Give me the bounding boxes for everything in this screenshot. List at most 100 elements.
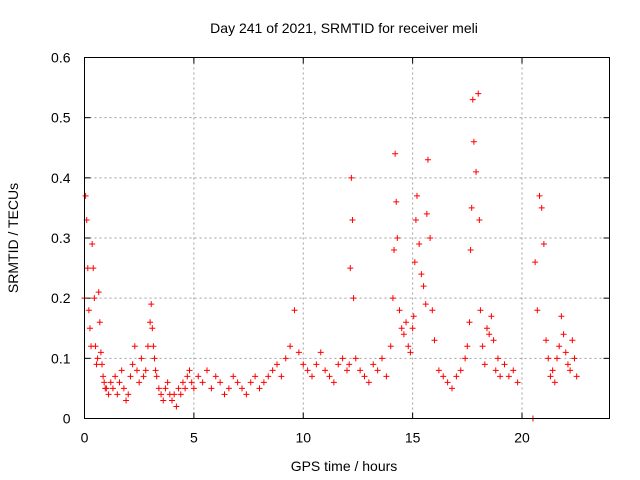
- data-point: [391, 247, 398, 254]
- data-point: [99, 361, 105, 368]
- data-point: [107, 379, 114, 386]
- data-point: [403, 319, 410, 326]
- data-point: [225, 385, 232, 392]
- data-point: [393, 198, 400, 205]
- data-point: [389, 295, 396, 302]
- data-point: [171, 391, 178, 398]
- data-point: [573, 373, 580, 380]
- data-point: [97, 349, 104, 356]
- data-point: [560, 331, 567, 338]
- data-point: [534, 307, 541, 314]
- data-point: [387, 343, 394, 350]
- data-point: [556, 343, 563, 350]
- data-point: [173, 403, 180, 410]
- data-point: [361, 373, 368, 380]
- data-point: [260, 379, 267, 386]
- data-point: [423, 210, 430, 217]
- data-point: [114, 391, 121, 398]
- data-point: [243, 391, 250, 398]
- data-point: [160, 397, 167, 404]
- data-point: [346, 361, 353, 368]
- data-point: [477, 307, 484, 314]
- data-point: [400, 331, 407, 338]
- data-point: [269, 367, 276, 374]
- data-point: [392, 150, 399, 157]
- data-point: [169, 397, 175, 404]
- data-point: [95, 289, 102, 296]
- data-point: [514, 379, 521, 386]
- data-point: [335, 361, 342, 368]
- data-point: [569, 337, 576, 344]
- data-point: [300, 361, 307, 368]
- data-point: [103, 385, 110, 392]
- data-point: [490, 337, 497, 344]
- y-tick-label: 0.1: [51, 350, 71, 366]
- data-point: [383, 373, 390, 380]
- data-point: [152, 367, 159, 374]
- data-point: [374, 367, 381, 374]
- data-point: [466, 319, 473, 326]
- data-point: [330, 379, 337, 386]
- y-axis-label: SRMTID / TECUs: [5, 183, 21, 293]
- data-point: [538, 204, 545, 211]
- data-point: [190, 385, 197, 392]
- x-tick-label: 20: [514, 430, 530, 446]
- data-point: [125, 391, 132, 398]
- data-point: [562, 349, 569, 356]
- data-point: [416, 241, 423, 248]
- data-point: [449, 385, 455, 392]
- data-point: [252, 373, 259, 380]
- x-tick-label: 0: [81, 430, 89, 446]
- data-point: [199, 379, 206, 386]
- data-point: [295, 349, 302, 356]
- data-point: [120, 385, 127, 392]
- data-point: [540, 241, 547, 248]
- data-point: [89, 241, 96, 248]
- data-point: [221, 391, 228, 398]
- data-point: [265, 373, 272, 380]
- data-point: [418, 271, 425, 278]
- data-point: [475, 90, 482, 97]
- data-point: [150, 343, 157, 350]
- data-point: [379, 355, 385, 362]
- data-point: [424, 156, 431, 163]
- data-point: [484, 325, 490, 332]
- y-tick-label: 0.6: [51, 50, 71, 66]
- data-point: [82, 192, 89, 199]
- data-point: [118, 367, 125, 374]
- x-tick-label: 15: [405, 430, 421, 446]
- data-point: [349, 216, 356, 223]
- data-point: [287, 343, 294, 350]
- data-point: [510, 367, 517, 374]
- data-point: [109, 385, 116, 392]
- data-point: [350, 295, 357, 302]
- data-point: [464, 343, 471, 350]
- data-point: [468, 204, 475, 211]
- data-point: [322, 367, 329, 374]
- y-tick-label: 0.3: [51, 230, 71, 246]
- data-point: [497, 373, 504, 380]
- data-point: [486, 331, 493, 338]
- data-point: [554, 355, 560, 362]
- data-point: [217, 379, 224, 386]
- data-point: [100, 373, 107, 380]
- data-point: [175, 385, 182, 392]
- data-point: [282, 355, 289, 362]
- data-point: [90, 265, 97, 272]
- data-point: [427, 235, 434, 241]
- data-point: [177, 391, 184, 398]
- data-point: [164, 379, 171, 386]
- data-point: [85, 307, 92, 314]
- y-tick-label: 0: [63, 411, 71, 427]
- data-point: [352, 355, 359, 362]
- data-point: [420, 283, 427, 290]
- data-point: [116, 379, 123, 386]
- data-point: [422, 301, 429, 308]
- data-point: [148, 301, 155, 308]
- data-point: [234, 379, 241, 386]
- data-point: [543, 337, 550, 344]
- data-point: [179, 379, 186, 386]
- data-point: [136, 379, 143, 386]
- tick-layer: 0 0.1 0.2 0.3 0.4 0.5 0.6 0 5 10 15 20: [51, 50, 610, 446]
